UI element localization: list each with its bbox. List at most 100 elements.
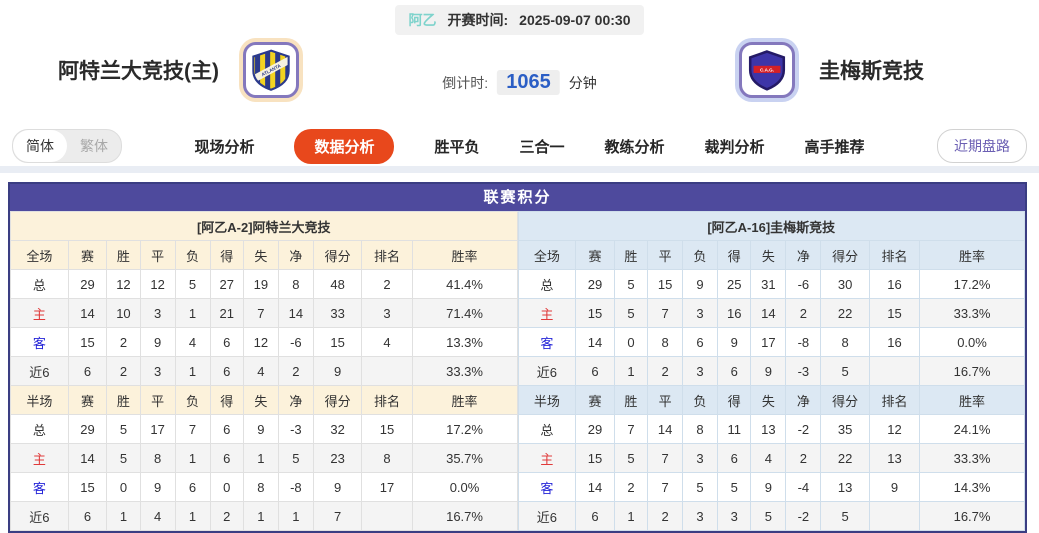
- stat-cell: 15: [575, 298, 615, 328]
- kickoff-label: 开赛时间:: [447, 12, 509, 28]
- stat-cell: 7: [647, 298, 684, 328]
- stat-cell: 5: [717, 472, 752, 502]
- stat-cell: 3: [682, 443, 719, 473]
- stats-row: 近6 6 1 2 3 6 9 -3 5 16.7%: [517, 356, 1025, 386]
- stat-cell: -3: [785, 356, 822, 386]
- stat-cell: 15: [67, 327, 108, 357]
- stats-row: 总 29 7 14 8 11 13 -2 35 12 24.1%: [517, 414, 1025, 444]
- stat-cell: 15: [312, 327, 363, 357]
- column-header-cell: 胜: [106, 385, 141, 415]
- stat-cell: 9: [139, 327, 176, 357]
- stat-cell: 71.4%: [411, 298, 518, 328]
- column-header-cell: 赛: [67, 385, 108, 415]
- stat-cell: 12: [139, 269, 176, 299]
- column-header-cell: 负: [174, 385, 211, 415]
- stat-cell: 2: [209, 501, 244, 531]
- stat-cell: 10: [106, 298, 141, 328]
- stat-cell: 1: [174, 501, 211, 531]
- stat-cell: 17.2%: [919, 269, 1025, 299]
- column-header-cell: 胜率: [411, 240, 518, 270]
- stat-cell: 1: [106, 501, 141, 531]
- tab-win-draw-lose[interactable]: 胜平负: [434, 138, 480, 156]
- stat-cell: 16: [868, 327, 921, 357]
- lang-simplified-button[interactable]: 简体: [13, 130, 67, 162]
- tab-referee-analysis[interactable]: 裁判分析: [704, 138, 765, 156]
- stats-row: 客 14 0 8 6 9 17 -8 8 16 0.0%: [517, 327, 1025, 357]
- stat-cell: 2: [106, 356, 141, 386]
- column-header-cell: 排名: [361, 240, 413, 270]
- column-header-cell: 排名: [868, 385, 921, 415]
- team-header-cell: [阿乙A-2]阿特兰大竞技: [10, 211, 518, 241]
- stat-cell: 2: [647, 356, 684, 386]
- stat-cell: 6: [209, 414, 244, 444]
- home-team-header: 阿特兰大竞技(主) ATLANTA: [58, 42, 299, 98]
- tab-expert-picks[interactable]: 高手推荐: [804, 138, 865, 156]
- stat-cell: 6: [67, 501, 108, 531]
- row-label: 主: [10, 443, 69, 473]
- stat-cell: 2: [785, 298, 822, 328]
- row-label: 近6: [517, 501, 577, 531]
- stat-cell: -2: [785, 414, 822, 444]
- stat-cell: 13: [750, 414, 787, 444]
- tab-coach-analysis[interactable]: 教练分析: [604, 138, 665, 156]
- stat-cell: 1: [174, 356, 211, 386]
- stat-cell: 2: [277, 356, 314, 386]
- stat-cell: 14: [750, 298, 787, 328]
- stat-cell: 9: [312, 356, 363, 386]
- stat-cell: 6: [209, 356, 244, 386]
- stat-cell: 5: [750, 501, 787, 531]
- lang-traditional-button[interactable]: 繁体: [80, 138, 108, 154]
- stat-cell: 13: [820, 472, 870, 502]
- stat-cell: 3: [139, 356, 176, 386]
- stat-cell: 17: [361, 472, 413, 502]
- stat-cell: 6: [174, 472, 211, 502]
- stats-row: 主 14 10 3 1 21 7 14 33 3 71.4%: [10, 298, 518, 328]
- stat-cell: 2: [106, 327, 141, 357]
- stats-row: 主 15 5 7 3 6 4 2 22 13 33.3%: [517, 443, 1025, 473]
- stat-cell: 9: [750, 472, 787, 502]
- recent-handicap-button[interactable]: 近期盘路: [936, 129, 1027, 163]
- column-header-row: 半场赛胜平负得失净得分 排名 胜率: [10, 385, 518, 415]
- column-header-cell: 净: [785, 385, 822, 415]
- league-standings-panel: 联赛积分 [阿乙A-2]阿特兰大竞技 全场赛胜平负得失净得分 排名 胜率总 29 12 12…: [8, 182, 1027, 533]
- home-team-crest-icon: ATLANTA: [243, 42, 299, 98]
- stat-cell: -3: [277, 414, 314, 444]
- row-label: 近6: [10, 356, 69, 386]
- stat-cell: 6: [209, 327, 244, 357]
- stats-row: 总 29 5 15 9 25 31 -6 30 16 17.2%: [517, 269, 1025, 299]
- column-header-row: 全场赛胜平负得失净得分 排名 胜率: [10, 240, 518, 270]
- column-header-cell: 赛: [67, 240, 108, 270]
- column-header-cell: 赛: [575, 240, 615, 270]
- column-header-cell: 负: [174, 240, 211, 270]
- column-header-cell: 失: [750, 385, 787, 415]
- stat-cell: 0: [613, 327, 649, 357]
- stats-row: 近6 6 1 2 3 3 5 -2 5 16.7%: [517, 501, 1025, 531]
- tab-three-in-one[interactable]: 三合一: [519, 138, 565, 156]
- stat-cell: 2: [785, 443, 822, 473]
- stat-cell: 14.3%: [919, 472, 1025, 502]
- nav-tabs: 现场分析 数据分析 胜平负 三合一 教练分析 裁判分析 高手推荐: [194, 128, 865, 164]
- stat-cell: 14: [67, 298, 108, 328]
- column-header-cell: 胜: [106, 240, 141, 270]
- stat-cell: 7: [174, 414, 211, 444]
- stat-cell: 3: [682, 501, 719, 531]
- stat-cell: 5: [820, 356, 870, 386]
- stat-cell: 7: [647, 443, 684, 473]
- stat-cell: 17: [139, 414, 176, 444]
- stat-cell: 6: [682, 327, 719, 357]
- stat-cell: 0.0%: [411, 472, 518, 502]
- column-header-cell: 胜率: [411, 385, 518, 415]
- stat-cell: 35: [820, 414, 870, 444]
- tab-live-analysis[interactable]: 现场分析: [194, 138, 255, 156]
- tab-data-analysis[interactable]: 数据分析: [294, 128, 395, 164]
- stat-cell: 7: [647, 472, 684, 502]
- stats-row: 客 14 2 7 5 5 9 -4 13 9 14.3%: [517, 472, 1025, 502]
- stat-cell: 15: [647, 269, 684, 299]
- row-label: 近6: [10, 501, 69, 531]
- stat-cell: 17: [750, 327, 787, 357]
- stat-cell: 27: [209, 269, 244, 299]
- stat-cell: 4: [750, 443, 787, 473]
- stat-cell: 15: [361, 414, 413, 444]
- stat-cell: 16: [868, 269, 921, 299]
- row-label: 主: [10, 298, 69, 328]
